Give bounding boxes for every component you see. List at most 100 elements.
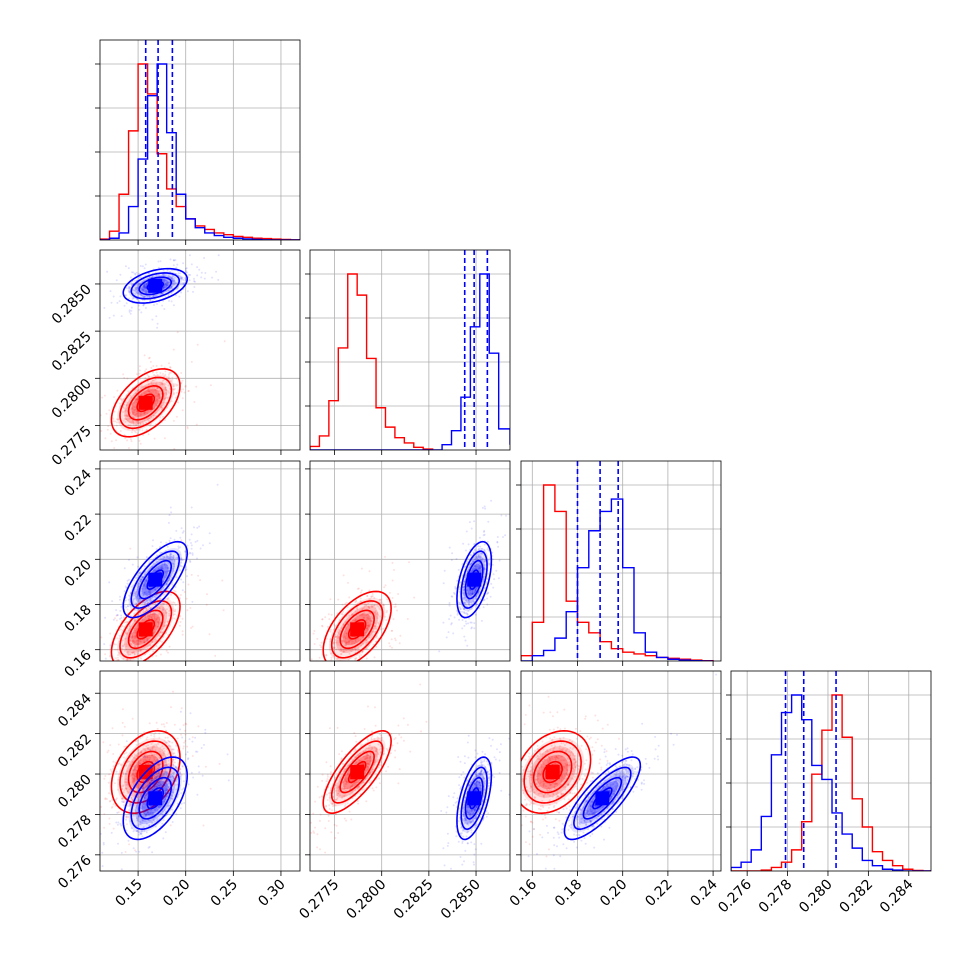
scatter-point (186, 751, 189, 754)
scatter-point (335, 648, 338, 651)
scatter-point (129, 774, 132, 777)
scatter-point (133, 629, 136, 632)
scatter-point (163, 747, 165, 750)
scatter-point (180, 561, 183, 564)
scatter-point (199, 579, 202, 582)
scatter-point (347, 659, 350, 661)
scatter-point (110, 831, 113, 834)
scatter-point (124, 631, 127, 634)
scatter-point (145, 590, 148, 593)
scatter-point (107, 425, 110, 428)
scatter-point (138, 599, 141, 602)
scatter-point (161, 567, 164, 570)
scatter-point (142, 390, 145, 393)
scatter-point (128, 291, 131, 294)
scatter-point (145, 284, 148, 287)
scatter-point (122, 801, 125, 804)
scatter-point (162, 269, 165, 272)
scatter-point (191, 552, 194, 555)
scatter-point (100, 805, 103, 808)
scatter-point (148, 417, 151, 420)
scatter-point (130, 797, 133, 799)
scatter-point (354, 639, 357, 642)
scatter-point (142, 288, 145, 291)
scatter-point (135, 602, 138, 605)
scatter-point (134, 424, 137, 427)
scatter-point (132, 779, 135, 782)
scatter-point (156, 595, 159, 598)
scatter-point (334, 635, 337, 638)
scatter-point (144, 287, 147, 290)
scatter-point (461, 627, 464, 630)
scatter-point (133, 774, 136, 777)
scatter-point (163, 602, 166, 605)
scatter-point (137, 783, 140, 785)
scatter-point (474, 558, 477, 561)
scatter-point (313, 630, 316, 632)
scatter-point (167, 562, 170, 565)
scatter-point (359, 613, 362, 616)
scatter-point (170, 400, 173, 403)
scatter-point (172, 554, 175, 557)
scatter-point (136, 412, 139, 415)
scatter-point (465, 622, 468, 625)
scatter-point (226, 753, 229, 756)
scatter-point (172, 567, 175, 570)
scatter-point (112, 618, 115, 621)
scatter-point (149, 299, 152, 301)
scatter-point (147, 637, 150, 640)
scatter-point (145, 609, 148, 612)
scatter-point (145, 283, 148, 285)
scatter-point (179, 594, 182, 596)
scatter-point (133, 775, 136, 778)
scatter-point (181, 397, 184, 400)
scatter-point (156, 397, 159, 400)
scatter-point (163, 593, 166, 596)
scatter-point (135, 271, 138, 274)
scatter-point (156, 402, 159, 405)
scatter-point (370, 604, 373, 607)
scatter-point (466, 613, 469, 616)
scatter-point (153, 753, 156, 756)
scatter-point (157, 393, 159, 396)
scatter-point (149, 299, 152, 301)
scatter-point (151, 276, 154, 279)
scatter-point (159, 372, 162, 374)
scatter-point (171, 388, 174, 391)
scatter-point (164, 792, 167, 795)
scatter-point (464, 574, 467, 577)
scatter-point (163, 562, 166, 565)
scatter-point (189, 559, 191, 562)
scatter-point (162, 287, 165, 290)
scatter-point (133, 618, 136, 620)
scatter-point (172, 304, 175, 307)
scatter-point (180, 276, 183, 279)
scatter-point (180, 291, 183, 294)
scatter-point (174, 259, 177, 262)
scatter-point (137, 748, 140, 751)
scatter-point (146, 576, 149, 579)
scatter-point (158, 774, 161, 777)
scatter-point (463, 607, 466, 610)
scatter-point (376, 604, 379, 607)
scatter-point (168, 782, 170, 785)
scatter-point (216, 483, 219, 486)
scatter-point (394, 639, 397, 642)
scatter-point (367, 617, 370, 620)
scatter-point (483, 529, 486, 532)
scatter-point (163, 626, 166, 628)
scatter-point (359, 679, 361, 681)
scatter-point (148, 615, 151, 618)
scatter-point (316, 637, 319, 640)
scatter-point (144, 580, 147, 583)
scatter-point (113, 410, 116, 413)
scatter-point (470, 626, 473, 629)
scatter-point (373, 624, 376, 627)
scatter-point (469, 563, 471, 566)
scatter-point (354, 619, 357, 622)
scatter-point (204, 765, 207, 768)
scatter-point (169, 824, 172, 827)
scatter-point (131, 271, 133, 274)
scatter-point (120, 614, 123, 617)
scatter-point (138, 572, 141, 575)
